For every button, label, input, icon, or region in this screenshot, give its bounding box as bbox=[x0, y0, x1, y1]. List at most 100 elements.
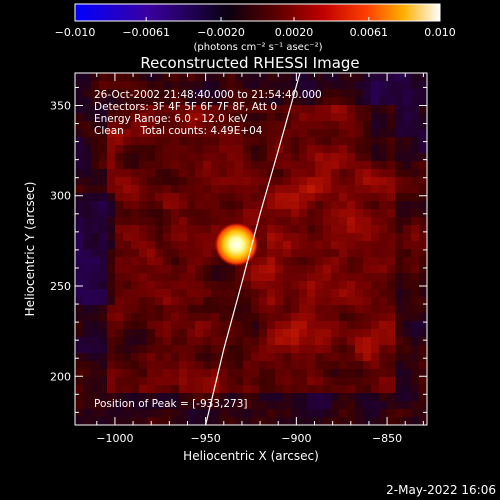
heatmap-pixel bbox=[371, 225, 380, 234]
heatmap-pixel bbox=[195, 169, 204, 178]
heatmap-pixel bbox=[227, 265, 236, 274]
heatmap-pixel bbox=[395, 401, 404, 410]
heatmap-pixel bbox=[411, 345, 420, 354]
heatmap-pixel bbox=[267, 105, 276, 114]
heatmap-pixel bbox=[411, 105, 420, 114]
heatmap-pixel bbox=[339, 153, 348, 162]
heatmap-pixel bbox=[347, 121, 356, 130]
heatmap-pixel bbox=[307, 113, 316, 122]
heatmap-pixel bbox=[315, 369, 324, 378]
heatmap-pixel bbox=[155, 73, 164, 82]
heatmap-pixel bbox=[371, 337, 380, 346]
heatmap-pixel bbox=[115, 97, 124, 106]
heatmap-pixel bbox=[363, 417, 372, 425]
heatmap-pixel bbox=[219, 217, 228, 226]
heatmap-pixel bbox=[259, 409, 268, 418]
heatmap-pixel bbox=[259, 153, 268, 162]
heatmap-pixel bbox=[123, 89, 132, 98]
heatmap-pixel bbox=[267, 401, 276, 410]
heatmap-pixel bbox=[291, 121, 300, 130]
heatmap-pixel bbox=[251, 401, 260, 410]
heatmap-pixel bbox=[91, 97, 100, 106]
heatmap-pixel bbox=[315, 89, 324, 98]
heatmap-pixel bbox=[403, 417, 412, 425]
heatmap-pixel bbox=[187, 313, 196, 322]
heatmap-pixel bbox=[147, 393, 156, 402]
heatmap-pixel bbox=[219, 369, 228, 378]
heatmap-pixel bbox=[387, 121, 396, 130]
heatmap-pixel bbox=[83, 241, 92, 250]
heatmap-pixel bbox=[147, 81, 156, 90]
heatmap-pixel bbox=[147, 401, 156, 410]
heatmap-pixel bbox=[163, 281, 172, 290]
heatmap-pixel bbox=[267, 113, 276, 122]
heatmap-pixel bbox=[291, 209, 300, 218]
heatmap-pixel bbox=[171, 209, 180, 218]
heatmap-pixel bbox=[267, 217, 276, 226]
heatmap-pixel bbox=[403, 289, 412, 298]
heatmap-pixel bbox=[107, 369, 116, 378]
heatmap-pixel bbox=[371, 209, 380, 218]
heatmap-pixel bbox=[267, 417, 276, 425]
heatmap-pixel bbox=[243, 169, 252, 178]
heatmap-pixel bbox=[195, 97, 204, 106]
heatmap-pixel bbox=[347, 97, 356, 106]
heatmap-pixel bbox=[299, 353, 308, 362]
heatmap-pixel bbox=[155, 97, 164, 106]
heatmap-pixel bbox=[163, 377, 172, 386]
heatmap-pixel bbox=[147, 337, 156, 346]
heatmap-pixel bbox=[275, 145, 284, 154]
heatmap-pixel bbox=[403, 137, 412, 146]
heatmap-pixel bbox=[243, 89, 252, 98]
heatmap-pixel bbox=[243, 105, 252, 114]
heatmap-pixel bbox=[419, 97, 427, 106]
heatmap-pixel bbox=[227, 89, 236, 98]
heatmap-pixel bbox=[83, 377, 92, 386]
heatmap-pixel bbox=[323, 217, 332, 226]
heatmap-pixel bbox=[123, 377, 132, 386]
heatmap-pixel bbox=[163, 337, 172, 346]
heatmap-pixel bbox=[339, 265, 348, 274]
heatmap-pixel bbox=[315, 217, 324, 226]
heatmap-pixel bbox=[347, 233, 356, 242]
heatmap-pixel bbox=[347, 89, 356, 98]
heatmap-pixel bbox=[419, 329, 427, 338]
heatmap-pixel bbox=[267, 281, 276, 290]
heatmap-pixel bbox=[195, 377, 204, 386]
heatmap-pixel bbox=[91, 217, 100, 226]
heatmap-pixel bbox=[99, 401, 108, 410]
heatmap-pixel bbox=[339, 281, 348, 290]
heatmap-pixel bbox=[219, 385, 228, 394]
heatmap-pixel bbox=[163, 145, 172, 154]
heatmap-pixel bbox=[211, 337, 220, 346]
heatmap-pixel bbox=[323, 193, 332, 202]
heatmap-pixel bbox=[419, 121, 427, 130]
heatmap-pixel bbox=[355, 145, 364, 154]
heatmap-pixel bbox=[251, 385, 260, 394]
heatmap-pixel bbox=[275, 89, 284, 98]
heatmap-pixel bbox=[155, 345, 164, 354]
heatmap-pixel bbox=[131, 193, 140, 202]
heatmap-pixel bbox=[243, 193, 252, 202]
heatmap-pixel bbox=[131, 73, 140, 82]
heatmap-pixel bbox=[299, 289, 308, 298]
heatmap-pixel bbox=[275, 225, 284, 234]
heatmap-pixel bbox=[91, 401, 100, 410]
heatmap-pixel bbox=[131, 137, 140, 146]
info-line-time: 26-Oct-2002 21:48:40.000 to 21:54:40.000 bbox=[94, 89, 322, 101]
heatmap-pixel bbox=[107, 81, 116, 90]
heatmap-pixel bbox=[379, 121, 388, 130]
heatmap-pixel bbox=[411, 185, 420, 194]
heatmap-pixel bbox=[371, 193, 380, 202]
heatmap-pixel bbox=[83, 121, 92, 130]
heatmap-pixel bbox=[347, 169, 356, 178]
heatmap-pixel bbox=[187, 289, 196, 298]
heatmap-pixel bbox=[179, 121, 188, 130]
heatmap-pixel bbox=[123, 257, 132, 266]
heatmap-pixel bbox=[243, 265, 252, 274]
heatmap-pixel bbox=[171, 305, 180, 314]
heatmap-pixel bbox=[307, 129, 316, 138]
heatmap-pixel bbox=[395, 217, 404, 226]
heatmap-pixel bbox=[403, 265, 412, 274]
heatmap-pixel bbox=[147, 361, 156, 370]
